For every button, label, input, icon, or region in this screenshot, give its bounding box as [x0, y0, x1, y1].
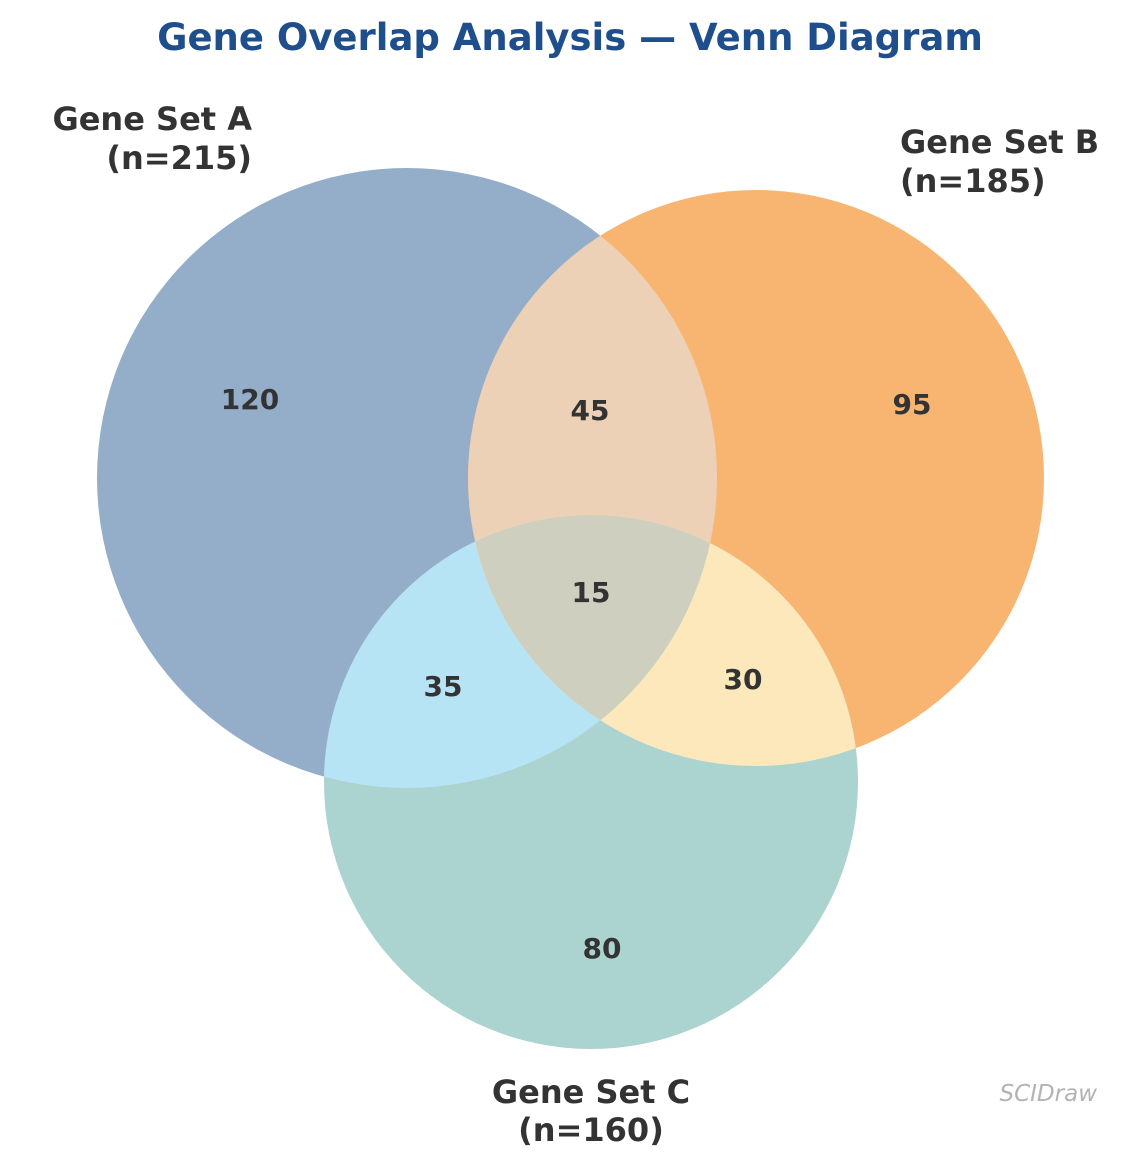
region-bc-count: 30	[724, 663, 763, 696]
region-abc-count: 15	[572, 576, 611, 609]
region-b-only-count: 95	[893, 388, 932, 421]
gene-set-b-label: Gene Set B	[900, 123, 1099, 161]
gene-set-a-count: (n=215)	[106, 139, 252, 177]
gene-set-c-label: Gene Set C	[492, 1073, 690, 1111]
gene-set-a-label: Gene Set A	[52, 100, 252, 138]
watermark: SCIDraw	[999, 1081, 1097, 1107]
overlap-bc	[468, 515, 858, 766]
region-c-only-count: 80	[583, 932, 622, 965]
region-ab-count: 45	[571, 394, 610, 427]
region-a-only-count: 120	[221, 383, 279, 416]
chart-title: Gene Overlap Analysis — Venn Diagram	[157, 16, 983, 59]
gene-set-c-count: (n=160)	[518, 1111, 664, 1149]
region-ac-count: 35	[424, 670, 463, 703]
gene-set-b-count: (n=185)	[900, 162, 1046, 200]
